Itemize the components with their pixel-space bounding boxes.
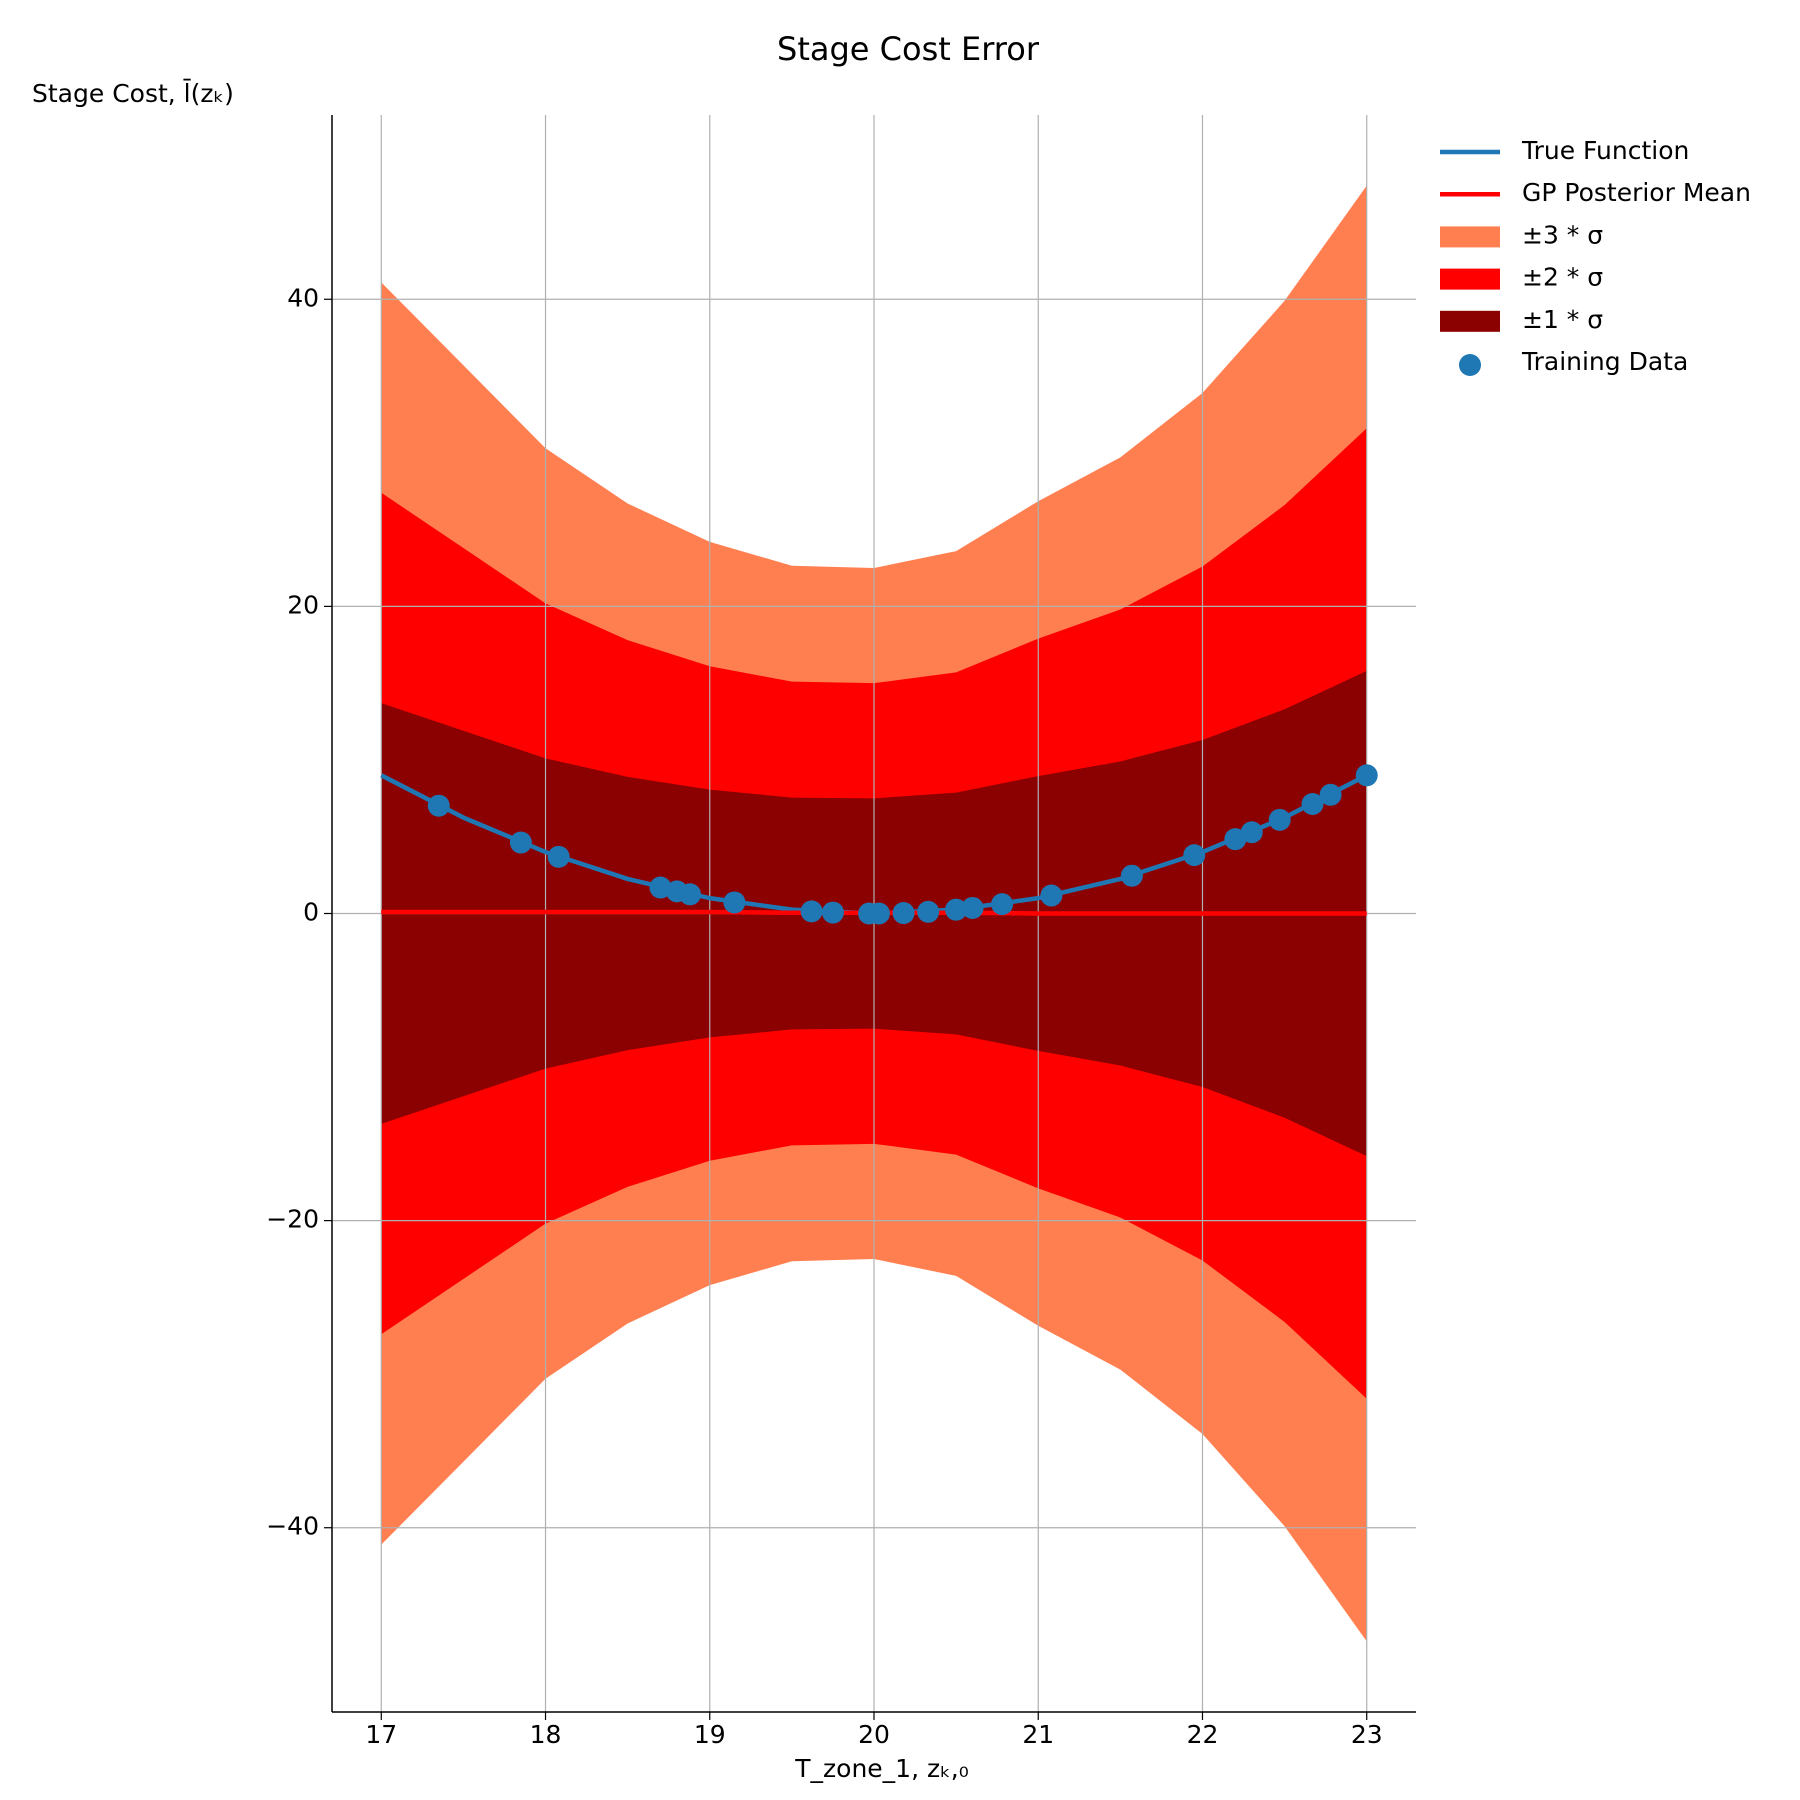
training-point bbox=[1240, 821, 1263, 844]
legend-label: True Function bbox=[1521, 136, 1689, 165]
x-axis-label: T_zone_1, zₖ,₀ bbox=[794, 1754, 968, 1783]
training-point bbox=[723, 891, 746, 914]
training-point bbox=[1224, 828, 1247, 851]
legend-swatch bbox=[1440, 268, 1500, 290]
training-point bbox=[509, 831, 532, 854]
training-point bbox=[961, 896, 984, 919]
training-point bbox=[1268, 808, 1291, 831]
legend-label: ±1 * σ bbox=[1522, 305, 1603, 334]
training-point bbox=[991, 893, 1014, 916]
training-point bbox=[1040, 884, 1063, 907]
training-point bbox=[679, 883, 702, 906]
training-point bbox=[1301, 793, 1324, 816]
training-point bbox=[821, 901, 844, 924]
x-tick-label: 20 bbox=[858, 1720, 890, 1749]
x-tick-label: 22 bbox=[1187, 1720, 1219, 1749]
chart-title: Stage Cost Error bbox=[777, 30, 1040, 68]
legend-swatch bbox=[1440, 310, 1500, 332]
x-tick-label: 17 bbox=[365, 1720, 397, 1749]
training-point bbox=[1319, 783, 1342, 806]
training-point bbox=[649, 876, 672, 899]
training-point bbox=[800, 900, 823, 923]
training-point bbox=[1183, 844, 1206, 867]
legend-label: Training Data bbox=[1521, 347, 1688, 376]
x-tick-label: 19 bbox=[694, 1720, 726, 1749]
legend-swatch bbox=[1440, 226, 1500, 248]
legend-marker bbox=[1459, 354, 1481, 376]
training-point bbox=[427, 794, 450, 817]
training-point bbox=[1355, 764, 1378, 787]
x-tick-label: 18 bbox=[530, 1720, 562, 1749]
legend-label: GP Posterior Mean bbox=[1522, 178, 1751, 207]
y-tick-label: 20 bbox=[287, 590, 319, 619]
y-tick-label: 40 bbox=[287, 283, 319, 312]
y-tick-label: −40 bbox=[266, 1512, 319, 1541]
x-tick-label: 23 bbox=[1351, 1720, 1383, 1749]
training-point bbox=[547, 845, 570, 868]
training-point bbox=[892, 902, 915, 925]
y-tick-label: 0 bbox=[303, 898, 319, 927]
training-point bbox=[1120, 864, 1143, 887]
training-point bbox=[917, 900, 940, 923]
y-tick-label: −20 bbox=[266, 1205, 319, 1234]
legend-label: ±2 * σ bbox=[1522, 263, 1603, 292]
training-point bbox=[867, 902, 890, 925]
y-axis-label: Stage Cost, l̄(zₖ) bbox=[32, 78, 234, 108]
x-tick-label: 21 bbox=[1022, 1720, 1054, 1749]
legend-label: ±3 * σ bbox=[1522, 220, 1603, 249]
training-point bbox=[945, 898, 968, 921]
